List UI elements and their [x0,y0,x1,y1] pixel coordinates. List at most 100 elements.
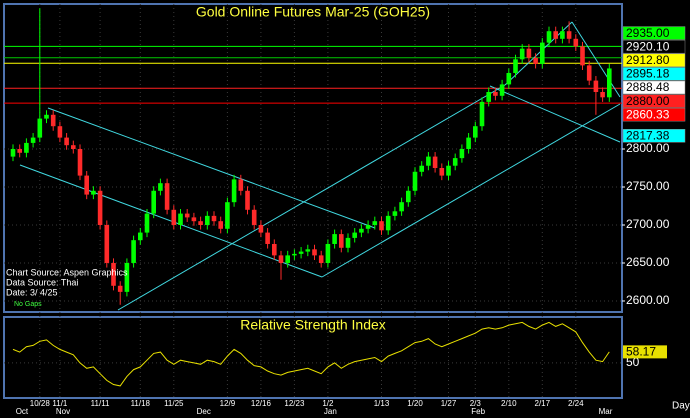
candle-body [50,114,56,127]
candle-body [285,255,290,263]
candle-body [131,240,136,263]
candle-body [446,165,451,176]
candle-body [211,215,217,222]
candle-body [278,255,284,263]
y-tick-label: 2600.00 [626,293,670,307]
candle-body [325,243,331,263]
rsi-title: Relative Strength Index [240,317,386,333]
candle-body [178,213,183,225]
price-label-box [622,53,686,68]
candle-body [499,84,505,96]
candle-body [526,48,532,58]
price-label: 2935.00 [626,26,670,40]
candle-body [91,190,96,195]
candle-body [258,224,264,233]
trend-lines [19,21,621,311]
candle-body [399,202,404,212]
candle-body [298,251,304,254]
trend-line [47,107,376,229]
y-tick-label: 2650.00 [626,255,670,269]
candle-body [238,179,244,191]
candle-body [318,255,324,263]
candle-body [339,234,344,248]
x-tick-label: 2/3 [470,399,482,408]
chart-title: Gold Online Futures Mar-25 (GOH25) [196,4,430,20]
candle-body [412,171,418,191]
candle-body [506,73,512,85]
candle-body [30,137,36,143]
candle-body [138,232,143,241]
candle-body [392,211,398,216]
month-label: Feb [471,407,485,416]
price-label: 2880.00 [626,94,670,108]
candle-body [466,137,471,149]
candle-body [372,221,378,225]
candle-body [593,80,599,92]
rsi-line [12,321,610,387]
candle-body [486,92,491,102]
x-tick-label: 2/10 [501,399,517,408]
candle-body [117,285,123,292]
candle-body [586,65,592,81]
candle-body [452,158,458,166]
price-label-box [622,67,686,81]
levels [4,45,622,104]
candle-body [419,165,424,172]
candle-body [77,148,83,176]
grid [4,4,622,398]
candle-body [426,156,431,166]
candle-body [265,232,270,244]
candle-body [84,175,89,195]
candle-body [533,57,538,64]
candle-body [573,38,579,47]
candle-body [359,228,364,233]
price-label-box [622,39,686,54]
y-tick-label: 2800.00 [626,141,670,155]
annotation: Date: 3/ 4/25 [6,287,58,297]
trend-line [489,85,621,143]
price-label-box [622,107,686,122]
trend-line [19,164,323,278]
x-tick-label: 2/24 [568,399,584,408]
candle-body [607,68,612,98]
candle-body [345,237,351,248]
x-tick-label: 1/13 [374,399,390,408]
candle-body [540,42,545,64]
candle-body [104,224,110,263]
candle-body [24,142,29,153]
axis: 2800.00 2750.00 2700.00 2650.00 2600.00 50 10/… [16,26,686,416]
candle-body [406,190,411,203]
trend-line [321,103,621,278]
candle-body [191,217,197,222]
candle-body [44,114,49,119]
price-label-box [622,26,686,40]
month-label: Mar [599,407,613,416]
x-tick-label: 1/20 [407,399,423,408]
candle-body [10,148,16,157]
candle-body [580,46,585,66]
candle-body [218,221,223,229]
price-label-box [622,94,686,108]
candle-body [566,31,572,39]
x-axis-label: Day [672,401,690,412]
x-tick-label: 1/27 [441,399,457,408]
candle-body [225,202,230,229]
rsi-tick-label: 50 [626,355,640,369]
x-tick-label: 11/1 [52,399,68,408]
candle-body [97,190,103,225]
x-tick-label: 12/23 [284,399,305,408]
y-tick-label: 2750.00 [626,179,670,193]
candle-body [305,249,311,252]
month-label: Nov [56,407,70,416]
candle-body [57,126,63,138]
candle-body [272,243,277,256]
x-tick-label: 12/16 [251,399,272,408]
x-tick-label: 2/17 [535,399,551,408]
annotation: No Gaps [14,301,42,308]
candle-body [600,92,605,98]
candle-body [432,156,438,168]
candle-body [37,118,43,138]
candle-body [519,48,525,60]
candle-body [251,209,257,225]
